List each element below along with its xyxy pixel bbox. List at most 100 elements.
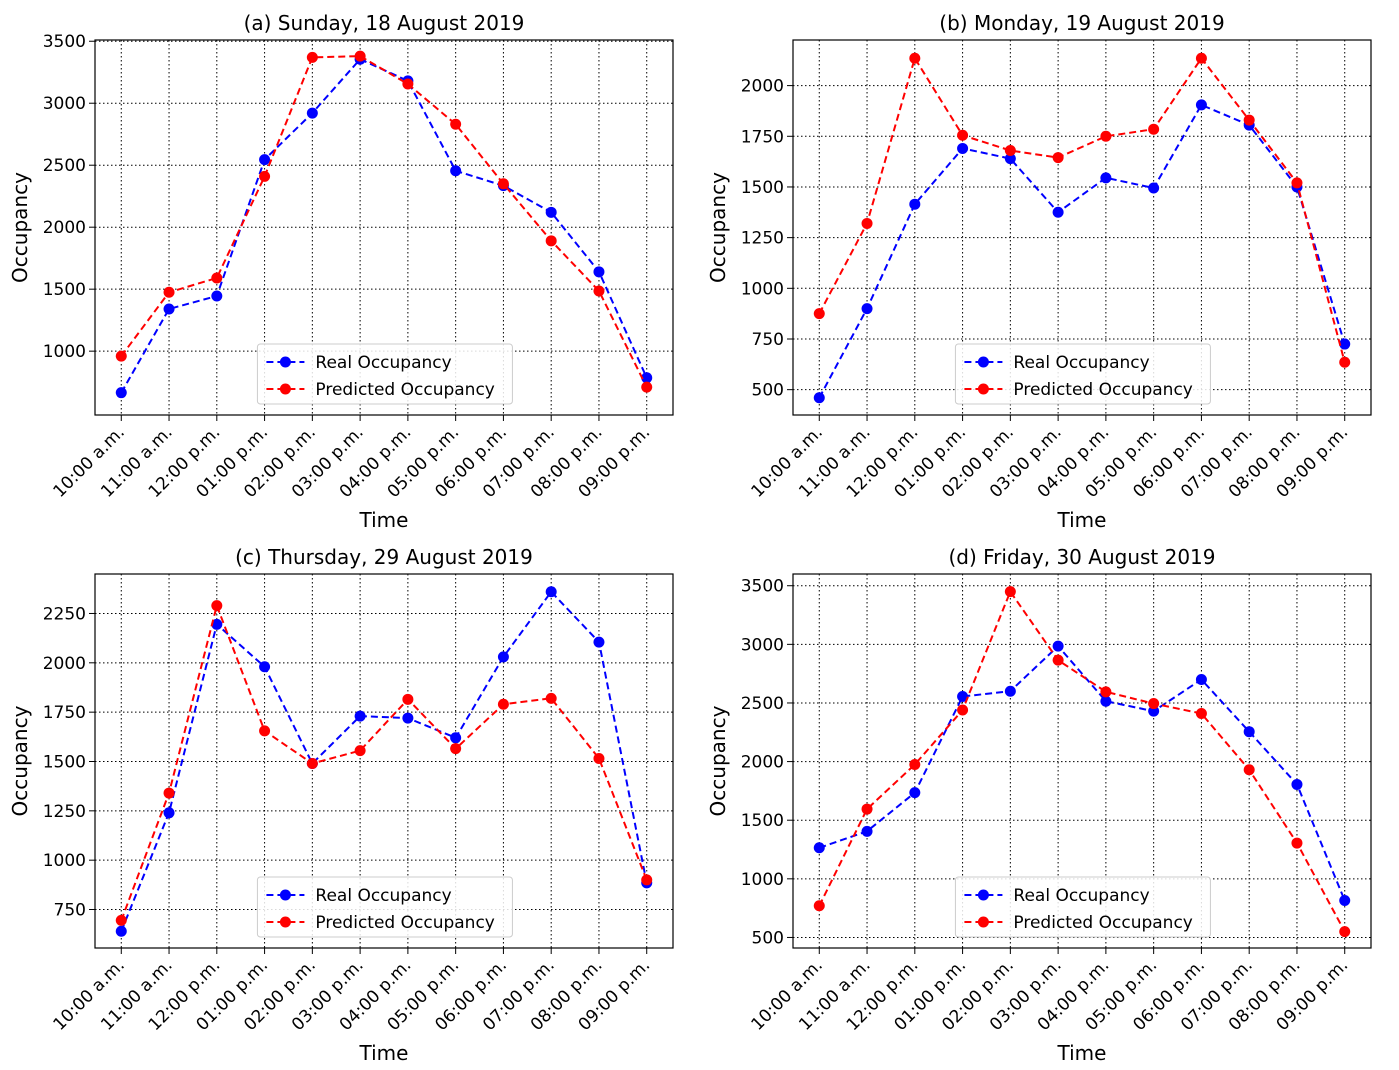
data-point — [115, 925, 127, 937]
data-point — [1100, 172, 1112, 184]
data-point — [593, 753, 605, 765]
data-point — [163, 303, 175, 315]
legend-marker — [977, 889, 989, 901]
y-tick-label: 2250 — [43, 604, 86, 624]
y-tick-label: 2000 — [741, 77, 784, 97]
data-point — [450, 118, 462, 130]
data-point — [115, 914, 127, 926]
legend-marker — [279, 356, 291, 368]
data-point — [354, 50, 366, 62]
data-point — [813, 842, 825, 854]
data-point — [1339, 895, 1351, 907]
legend-marker — [977, 383, 989, 395]
series-line — [818, 589, 1346, 933]
data-point — [1052, 206, 1064, 218]
series-predicted — [813, 52, 1351, 368]
data-point — [545, 206, 557, 218]
y-tick-label: 1750 — [741, 127, 784, 147]
data-point — [545, 586, 557, 598]
data-point — [115, 350, 127, 362]
data-point — [259, 154, 271, 166]
y-tick-label: 3000 — [741, 635, 784, 655]
data-point — [1339, 926, 1351, 938]
y-tick-label: 3000 — [43, 94, 86, 114]
data-point — [641, 372, 653, 384]
data-point — [1052, 654, 1064, 666]
data-point — [402, 693, 414, 705]
legend-label: Predicted Occupancy — [1013, 380, 1192, 400]
data-point — [259, 725, 271, 737]
data-point — [813, 308, 825, 320]
data-point — [211, 290, 223, 302]
data-point — [1052, 640, 1064, 652]
legend-label: Real Occupancy — [1013, 886, 1149, 906]
legend-label: Predicted Occupancy — [1013, 913, 1192, 933]
chart-title: (d) Friday, 30 August 2019 — [948, 545, 1215, 569]
data-point — [163, 807, 175, 819]
chart-title: (c) Thursday, 29 August 2019 — [235, 545, 533, 569]
series-predicted — [115, 600, 653, 926]
data-point — [306, 757, 318, 769]
legend-box — [256, 343, 513, 405]
plot-frame — [94, 573, 674, 949]
legend-label: Predicted Occupancy — [315, 380, 494, 400]
x-axis-title: Time — [359, 508, 409, 532]
legend-box — [954, 343, 1211, 405]
data-point — [1100, 130, 1112, 142]
data-point — [259, 661, 271, 673]
data-point — [909, 759, 921, 771]
data-point — [957, 691, 969, 703]
data-point — [593, 636, 605, 648]
data-point — [450, 732, 462, 744]
y-tick-label: 1500 — [741, 811, 784, 831]
y-axis-title: Occupancy — [8, 172, 32, 283]
y-tick-label: 500 — [752, 928, 784, 948]
series-line — [120, 57, 648, 394]
data-point — [1195, 99, 1207, 111]
y-tick-label: 2500 — [43, 156, 86, 176]
data-point — [211, 272, 223, 284]
chart-title: (b) Monday, 19 August 2019 — [939, 11, 1224, 35]
data-point — [1004, 144, 1016, 156]
legend-label: Real Occupancy — [315, 886, 451, 906]
legend-box — [256, 876, 513, 938]
data-point — [115, 387, 127, 399]
data-point — [1243, 764, 1255, 776]
data-point — [1243, 726, 1255, 738]
data-point — [1195, 674, 1207, 686]
data-point — [641, 381, 653, 393]
data-point — [497, 178, 509, 190]
data-point — [163, 286, 175, 298]
data-point — [1195, 708, 1207, 720]
y-tick-label: 1750 — [43, 703, 86, 723]
data-point — [1195, 52, 1207, 64]
x-axis-title: Time — [1057, 508, 1107, 532]
y-axis-title: Occupancy — [8, 705, 32, 816]
data-point — [641, 874, 653, 886]
data-point — [909, 198, 921, 210]
legend-marker — [279, 916, 291, 928]
y-tick-label: 1500 — [43, 752, 86, 772]
legend-label: Real Occupancy — [315, 353, 451, 373]
series-line — [818, 55, 1346, 363]
legend-box — [954, 876, 1211, 938]
legend: Real Occupancy Predicted Occupancy — [954, 343, 1211, 405]
data-point — [813, 392, 825, 404]
data-point — [593, 266, 605, 278]
data-point — [1004, 586, 1016, 598]
plot-frame — [792, 573, 1372, 949]
data-point — [211, 618, 223, 630]
y-tick-label: 1000 — [43, 851, 86, 871]
y-tick-label: 3500 — [43, 32, 86, 52]
data-point — [402, 78, 414, 90]
data-point — [813, 900, 825, 912]
y-tick-label: 1000 — [741, 279, 784, 299]
plot-frame — [94, 39, 674, 416]
chart-panel: 10:00 a.m.11:00 a.m.12:00 p.m.01:00 p.m.… — [706, 545, 1372, 1065]
legend-marker — [279, 889, 291, 901]
y-tick-label: 1000 — [43, 342, 86, 362]
data-point — [259, 170, 271, 182]
data-point — [593, 285, 605, 297]
y-tick-label: 1250 — [741, 229, 784, 249]
data-point — [1100, 686, 1112, 698]
